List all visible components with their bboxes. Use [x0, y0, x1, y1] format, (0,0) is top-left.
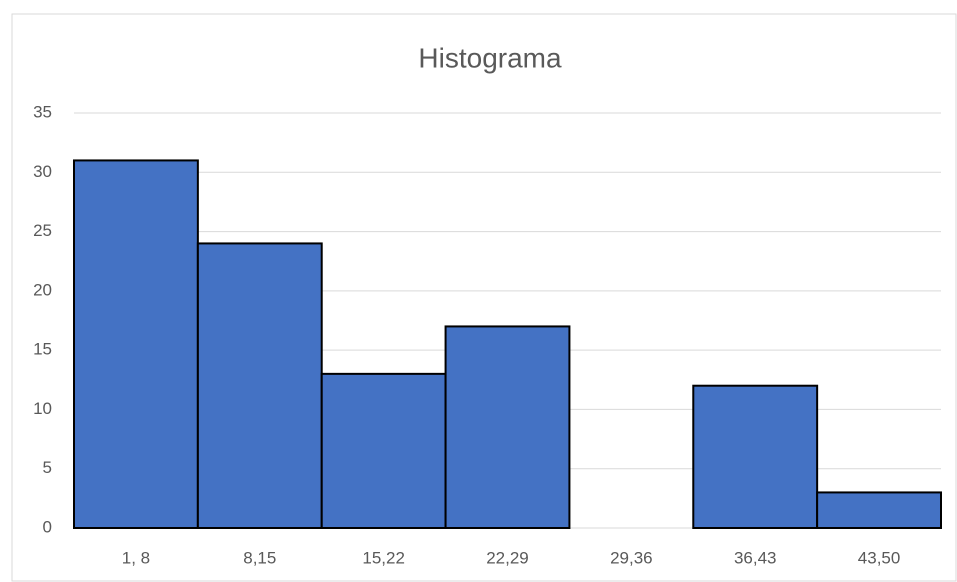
x-tick-label: 29,36	[610, 548, 653, 567]
y-tick-label: 35	[33, 102, 52, 121]
y-tick-label: 30	[33, 162, 52, 181]
bar	[444, 325, 571, 529]
bar	[320, 372, 447, 529]
x-tick-label: 8,15	[243, 548, 276, 567]
bar	[692, 384, 819, 530]
y-tick-label: 5	[43, 458, 52, 477]
x-tick-label: 15,22	[362, 548, 405, 567]
y-tick-label: 20	[33, 280, 52, 299]
x-tick-label: 43,50	[858, 548, 901, 567]
x-tick-label: 36,43	[734, 548, 777, 567]
bar	[73, 159, 199, 530]
bar	[196, 242, 323, 530]
y-tick-label: 10	[33, 399, 52, 418]
y-tick-label: 25	[33, 221, 52, 240]
y-tick-label: 15	[33, 340, 52, 359]
chart-title: Histograma	[418, 42, 562, 73]
x-tick-label: 22,29	[486, 548, 529, 567]
y-tick-label: 0	[43, 517, 52, 536]
x-tick-label: 1, 8	[122, 548, 150, 567]
bar	[816, 491, 943, 529]
